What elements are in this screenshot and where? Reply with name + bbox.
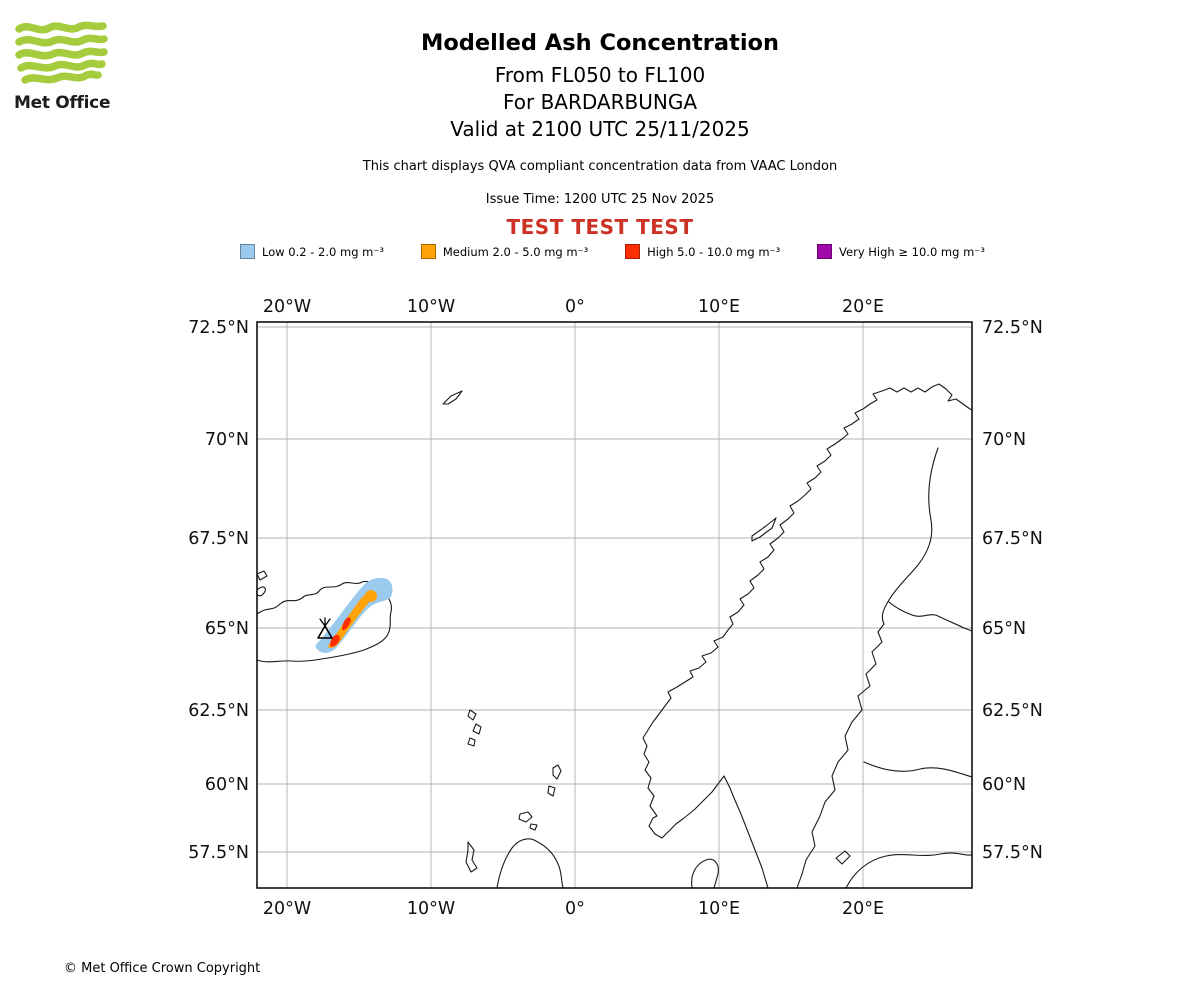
legend-item-medium: Medium 2.0 - 5.0 mg m⁻³ [420,244,589,259]
y-tick-right-1: 70°N [982,430,1026,450]
map-grid [257,322,972,888]
legend-item-low: Low 0.2 - 2.0 mg m⁻³ [240,244,384,259]
coastline-jan-mayen [442,390,463,405]
coastline-gulf-of-bothnia [796,447,939,889]
x-tick-bottom-1: 10°W [407,899,455,919]
coastline-gotland [835,850,851,865]
y-tick-left-6: 57.5°N [188,843,249,863]
coastline-baltic-south [845,852,973,889]
coastline-finland-west [888,601,973,632]
valid-time-line: Valid at 2100 UTC 25/11/2025 [450,117,750,141]
ash-area-medium-head [365,590,377,602]
y-tick-left-2: 67.5°N [188,529,249,549]
x-tick-bottom-0: 20°W [263,899,311,919]
ash-area-high-2 [342,617,351,631]
logo-wave-1 [15,21,107,34]
logo-wave-4 [17,59,106,72]
y-tick-right-2: 67.5°N [982,529,1043,549]
coastline-iceland-westfjords [256,570,268,597]
x-axis-labels-top: 20°W 10°W 0° 10°E 20°E [263,297,884,317]
x-tick-top-2: 0° [565,297,585,317]
volcano-marker [317,617,333,639]
coastline-norway [642,383,973,889]
y-tick-left-5: 60°N [205,775,249,795]
y-tick-left-3: 65°N [205,619,249,639]
y-tick-right-4: 62.5°N [982,701,1043,721]
coastline-lofoten [751,517,777,542]
met-office-logo-text: Met Office [14,93,111,113]
y-tick-left-0: 72.5°N [188,318,249,338]
logo-wave-2 [15,34,108,47]
volcano-name-line: For BARDARBUNGA [502,90,698,114]
y-axis-labels-right: 72.5°N 70°N 67.5°N 65°N 62.5°N 60°N 57.5… [982,318,1043,863]
flight-level-line: From FL050 to FL100 [494,63,706,87]
qva-description: This chart displays QVA compliant concen… [362,159,838,174]
test-banner: TEST TEST TEST [506,215,694,239]
coastline-hebrides [465,841,478,873]
y-axis-labels-left: 72.5°N 70°N 67.5°N 65°N 62.5°N 60°N 57.5… [188,318,249,863]
legend-swatch-medium [420,244,436,259]
ash-plume [315,577,393,653]
legend-swatch-low [240,244,255,259]
y-tick-right-6: 57.5°N [982,843,1043,863]
logo-wave-group [15,21,108,84]
x-tick-bottom-3: 10°E [698,899,740,919]
legend-label-medium: Medium 2.0 - 5.0 mg m⁻³ [442,244,589,259]
coastline-orkney [518,811,538,831]
coastlines [256,383,973,889]
met-office-logo: Met Office [14,20,134,113]
logo-wave-5 [21,70,102,84]
x-tick-top-1: 10°W [407,297,455,317]
x-tick-top-3: 10°E [698,297,740,317]
legend-swatch-very-high [817,244,833,259]
page-title: Modelled Ash Concentration [420,30,780,56]
legend-label-high: High 5.0 - 10.0 mg m⁻³ [647,244,781,259]
y-tick-right-5: 60°N [982,775,1026,795]
logo-wave-3 [15,47,108,60]
x-tick-bottom-2: 0° [565,899,585,919]
x-axis-labels-bottom: 20°W 10°W 0° 10°E 20°E [263,899,884,919]
issue-time: Issue Time: 1200 UTC 25 Nov 2025 [485,192,715,207]
met-office-logo-waves [15,21,108,84]
legend-item-high: High 5.0 - 10.0 mg m⁻³ [625,244,780,259]
coastline-gulf-of-finland [863,761,973,778]
y-tick-right-3: 65°N [982,619,1026,639]
legend-swatch-high [625,244,641,259]
coastline-scotland [496,838,564,889]
y-tick-left-4: 62.5°N [188,701,249,721]
y-tick-right-0: 72.5°N [982,318,1043,338]
legend-label-low: Low 0.2 - 2.0 mg m⁻³ [262,244,385,259]
map-border [256,321,973,889]
legend: Low 0.2 - 2.0 mg m⁻³ Medium 2.0 - 5.0 mg… [240,244,985,259]
x-tick-top-4: 20°E [842,297,884,317]
legend-item-very-high: Very High ≥ 10.0 mg m⁻³ [817,244,985,259]
y-tick-left-1: 70°N [205,430,249,450]
legend-label-very-high: Very High ≥ 10.0 mg m⁻³ [839,244,985,259]
copyright-notice: © Met Office Crown Copyright [64,961,261,976]
coastline-faroe-islands [467,709,482,747]
x-tick-top-0: 20°W [263,297,311,317]
coastline-denmark [691,858,719,889]
coastline-shetland [547,764,562,797]
x-tick-bottom-4: 20°E [842,899,884,919]
